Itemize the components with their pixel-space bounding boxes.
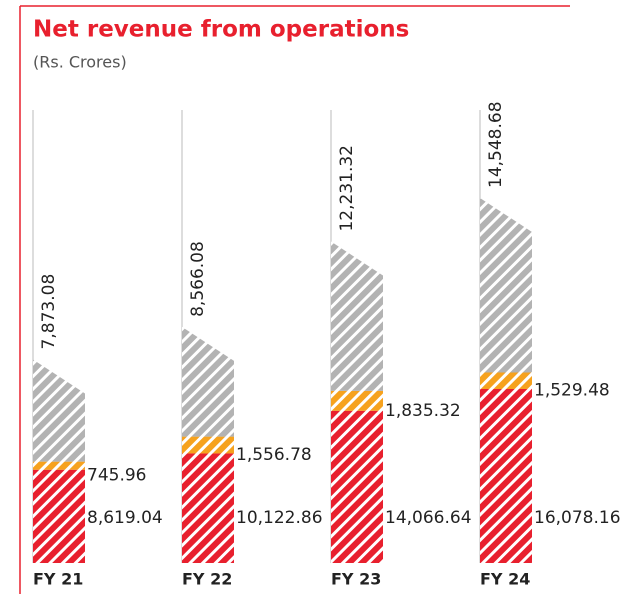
value-label: 14,548.68 bbox=[486, 101, 506, 188]
value-label: 1,835.32 bbox=[385, 401, 461, 421]
x-tick-label: FY 23 bbox=[331, 570, 381, 589]
value-label: 745.96 bbox=[87, 466, 146, 486]
value-label: 8,566.08 bbox=[188, 241, 208, 317]
bar-segment bbox=[33, 461, 85, 470]
value-label: 14,066.64 bbox=[385, 508, 472, 528]
value-label: 12,231.32 bbox=[337, 145, 357, 232]
chart-subtitle: (Rs. Crores) bbox=[33, 53, 127, 72]
x-tick-label: FY 24 bbox=[480, 570, 530, 589]
chart-title: Net revenue from operations bbox=[33, 17, 409, 43]
bar-segment bbox=[182, 436, 234, 454]
bar-segment bbox=[480, 372, 532, 389]
bar-segment bbox=[331, 410, 383, 563]
value-label: 16,078.16 bbox=[534, 508, 621, 528]
value-label: 1,556.78 bbox=[236, 445, 312, 465]
value-label: 7,873.08 bbox=[39, 274, 59, 350]
value-label: 1,529.48 bbox=[534, 381, 610, 401]
bar-segment bbox=[33, 359, 85, 462]
x-tick-label: FY 22 bbox=[182, 570, 232, 589]
value-label: 10,122.86 bbox=[236, 508, 323, 528]
value-label: 8,619.04 bbox=[87, 508, 163, 528]
bar-segment bbox=[331, 241, 383, 391]
bar-segment bbox=[182, 453, 234, 563]
x-tick-label: FY 21 bbox=[33, 570, 83, 589]
bar-segment bbox=[33, 469, 85, 563]
bar-segment bbox=[480, 198, 532, 373]
bar-segment bbox=[182, 326, 234, 437]
bar-segment bbox=[331, 390, 383, 411]
bar-segment bbox=[480, 389, 532, 563]
